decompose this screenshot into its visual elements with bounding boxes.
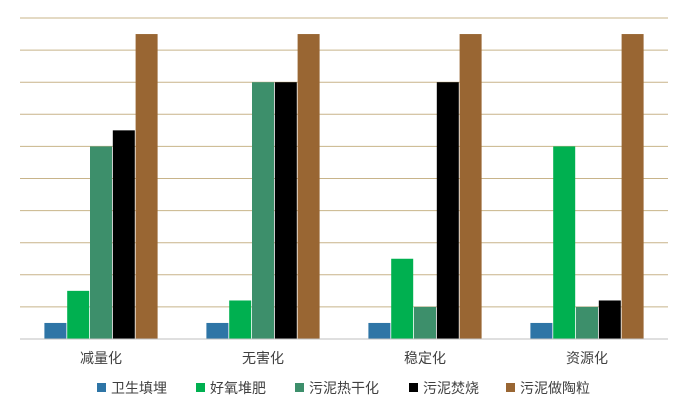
bar [67,290,90,339]
bar [436,82,459,339]
legend-item: 污泥做陶粒 [506,381,590,397]
bar [598,300,621,339]
legend-swatch [196,383,205,392]
bar [112,130,135,339]
legend-item: 污泥焚烧 [409,381,479,397]
bar [576,306,598,339]
legend-swatch [97,383,106,392]
legend-label: 污泥做陶粒 [520,381,590,397]
legend-item: 好氧堆肥 [196,381,266,397]
legend-label: 污泥热干化 [309,381,379,397]
bars [44,34,644,340]
legend-item: 卫生填埋 [97,381,167,397]
bar [414,306,436,339]
category-label: 资源化 [566,351,608,367]
category-labels: 减量化 无害化 稳定化 资源化 [80,351,608,367]
legend-swatch [295,383,304,392]
legend-item: 污泥热干化 [295,381,379,397]
category-label: 稳定化 [404,351,446,367]
bar [459,34,482,340]
legend-label: 污泥焚烧 [423,381,479,397]
legend-swatch [506,383,515,392]
legend-label: 卫生填埋 [111,381,167,397]
bar [297,34,320,340]
legend-label: 好氧堆肥 [210,381,266,397]
bar [368,322,391,339]
bar [229,300,252,339]
bar [621,34,644,340]
legend: 卫生填埋 好氧堆肥 污泥热干化 污泥焚烧 污泥做陶粒 [97,381,590,397]
bar [391,258,414,339]
legend-swatch [409,383,418,392]
bar [206,322,229,339]
category-label: 减量化 [80,351,122,367]
bar [274,82,297,339]
bar [135,34,158,340]
bar [44,322,67,339]
bar [90,146,112,339]
bar [530,322,553,339]
bar [553,146,576,339]
category-label: 无害化 [242,351,284,367]
bar [252,82,274,339]
